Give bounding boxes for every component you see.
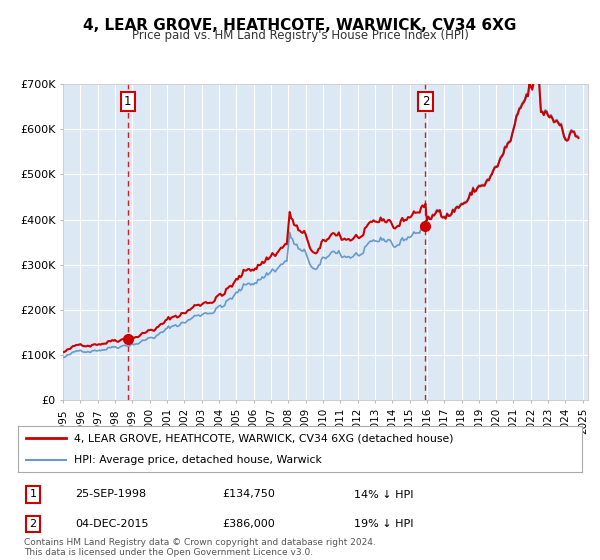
Text: 25-SEP-1998: 25-SEP-1998 [75, 489, 146, 500]
Text: 1: 1 [29, 489, 37, 500]
Text: 19% ↓ HPI: 19% ↓ HPI [354, 519, 413, 529]
Text: 2: 2 [422, 95, 429, 108]
Text: HPI: Average price, detached house, Warwick: HPI: Average price, detached house, Warw… [74, 455, 322, 465]
Text: 14% ↓ HPI: 14% ↓ HPI [354, 489, 413, 500]
Text: 1: 1 [124, 95, 131, 108]
Text: £134,750: £134,750 [222, 489, 275, 500]
Text: 2: 2 [29, 519, 37, 529]
Text: £386,000: £386,000 [222, 519, 275, 529]
Text: Contains HM Land Registry data © Crown copyright and database right 2024.
This d: Contains HM Land Registry data © Crown c… [24, 538, 376, 557]
Text: Price paid vs. HM Land Registry's House Price Index (HPI): Price paid vs. HM Land Registry's House … [131, 29, 469, 42]
Text: 04-DEC-2015: 04-DEC-2015 [75, 519, 149, 529]
Text: 4, LEAR GROVE, HEATHCOTE, WARWICK, CV34 6XG: 4, LEAR GROVE, HEATHCOTE, WARWICK, CV34 … [83, 18, 517, 33]
Text: 4, LEAR GROVE, HEATHCOTE, WARWICK, CV34 6XG (detached house): 4, LEAR GROVE, HEATHCOTE, WARWICK, CV34 … [74, 433, 454, 444]
